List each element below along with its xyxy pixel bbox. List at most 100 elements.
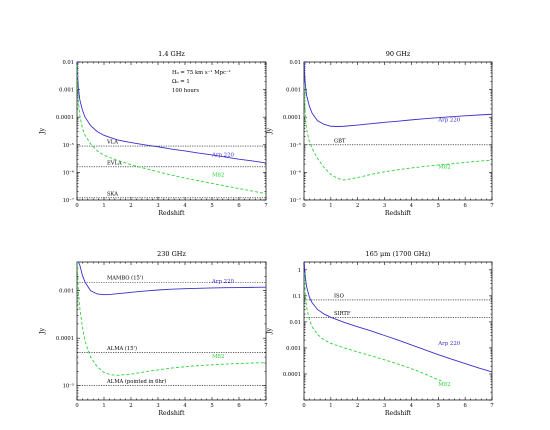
series-line [303,261,493,373]
y-tick-label: 0.001 [286,88,301,94]
x-axis-label: Redshift [385,410,412,417]
x-tick-label: 2 [356,403,359,409]
series-label: M82 [438,382,450,388]
y-tick-label: 10⁻⁶ [290,170,301,176]
threshold-label: VLA [106,140,118,146]
x-tick-label: 4 [183,203,187,209]
y-tick-label: 0.1 [293,294,301,300]
x-tick-label: 6 [463,403,466,409]
y-tick-label: 0.01 [62,60,74,66]
y-tick-label: 0.001 [59,88,74,94]
panel-165um: 165 μm (1700 GHz) 0 1 2 3 4 5 6 7 1 0.1 0.01 0.001 0.… [266,250,494,417]
x-tick-label: 0 [302,403,305,409]
x-tick-label: 2 [129,203,132,209]
x-tick-label: 2 [356,203,359,209]
panel-90ghz: 90 GHz 0 1 2 3 4 5 6 7 0.01 0.001 0.0001 10⁻⁵ 10⁻⁶ 10⁻… [266,50,494,217]
threshold-label: ALMA (pointed in 6hr) [106,378,166,385]
series-line [303,272,444,383]
y-tick-label: 0.0001 [283,115,301,121]
y-tick-label: 0.0001 [56,336,74,342]
threshold-label: EVLA [107,160,122,166]
series-label: Arp 220 [437,117,460,123]
x-tick-label: 4 [183,403,187,409]
y-tick-label: 0.001 [59,289,74,295]
threshold-label: MAMBO (15') [107,275,143,282]
x-tick-label: 5 [437,403,440,409]
y-tick-label: 10⁻⁵ [290,143,301,149]
y-tick-label: 10⁻⁷ [290,198,301,204]
x-tick-label: 5 [437,203,440,209]
series-label: M82 [212,354,224,360]
chart-title: 90 GHz [386,50,411,58]
x-axis-label: Redshift [158,410,185,417]
x-tick-label: 3 [156,203,159,209]
x-tick-label: 4 [410,403,414,409]
chart-title: 165 μm (1700 GHz) [366,250,431,258]
series-label: M82 [212,173,224,179]
annotation-line: H₀ = 75 km s⁻¹ Mpc⁻¹ [172,70,231,76]
x-tick-label: 7 [490,203,493,209]
panel-1-4ghz: 1.4 GHz 0 1 2 3 4 5 6 7 0.01 0.001 0.0001 10⁻⁵ 10⁻⁶ 10… [39,50,268,217]
y-tick-label: 10⁻⁶ [63,170,74,176]
x-tick-label: 3 [156,403,159,409]
series-line [303,84,493,181]
y-tick-label: 0.01 [289,60,301,66]
x-tick-label: 5 [210,403,213,409]
threshold-label: ISO [334,293,344,299]
x-tick-label: 1 [102,203,105,209]
y-tick-label: 0.0001 [56,115,74,121]
threshold-label: SKA [107,191,118,197]
threshold-label: GBT [334,138,346,144]
series-label: Arp 220 [211,152,234,158]
x-tick-label: 3 [383,403,386,409]
x-tick-label: 5 [210,203,213,209]
x-tick-label: 3 [383,203,386,209]
series-line [76,64,267,195]
series-label: Arp 220 [437,341,460,347]
x-tick-label: 6 [463,203,466,209]
panel-230ghz: 230 GHz 0 1 2 3 4 5 6 7 0.001 0.0001 10⁻⁵ Redshift Jy… [39,250,268,417]
series-line [303,61,493,127]
y-axis-label: Jy [39,328,46,335]
chart-title: 1.4 GHz [158,50,185,58]
plot-frame [303,61,493,201]
chart-title: 230 GHz [157,250,186,258]
annotation-line: Ω₀ = 1 [172,79,190,85]
x-tick-label: 1 [329,403,332,409]
y-axis-label: Jy [39,128,46,135]
y-tick-label: 10⁻⁵ [63,384,74,390]
series-label: Arp 220 [211,279,234,285]
x-tick-label: 0 [75,203,78,209]
x-tick-label: 6 [237,403,240,409]
x-tick-label: 1 [329,203,332,209]
y-tick-label: 1 [298,268,301,274]
plot-frame [303,261,493,401]
threshold-label: SIRTF [334,311,351,317]
x-tick-label: 6 [237,203,240,209]
y-axis-label: Jy [266,128,273,135]
x-axis-label: Redshift [158,210,185,217]
threshold-label: ALMA (15') [106,345,137,352]
x-tick-label: 7 [490,403,493,409]
x-axis-label: Redshift [385,210,412,217]
y-tick-label: 0.01 [289,320,301,326]
series-line [76,61,267,164]
y-tick-label: 10⁻⁷ [63,198,74,204]
x-tick-label: 7 [264,403,267,409]
plot-frame [76,61,267,201]
y-tick-label: 0.001 [286,346,301,352]
series-line [76,261,267,376]
y-tick-label: 10⁻⁵ [63,143,74,149]
y-tick-label: 0.0001 [283,372,301,378]
series-line [77,261,267,296]
y-axis-label: Jy [266,328,273,335]
x-tick-label: 7 [264,203,267,209]
series-label: M82 [438,164,450,170]
plot-frame [76,261,267,401]
x-tick-label: 0 [302,203,305,209]
x-tick-label: 0 [75,403,78,409]
x-tick-label: 4 [410,203,414,209]
x-tick-label: 2 [129,403,132,409]
